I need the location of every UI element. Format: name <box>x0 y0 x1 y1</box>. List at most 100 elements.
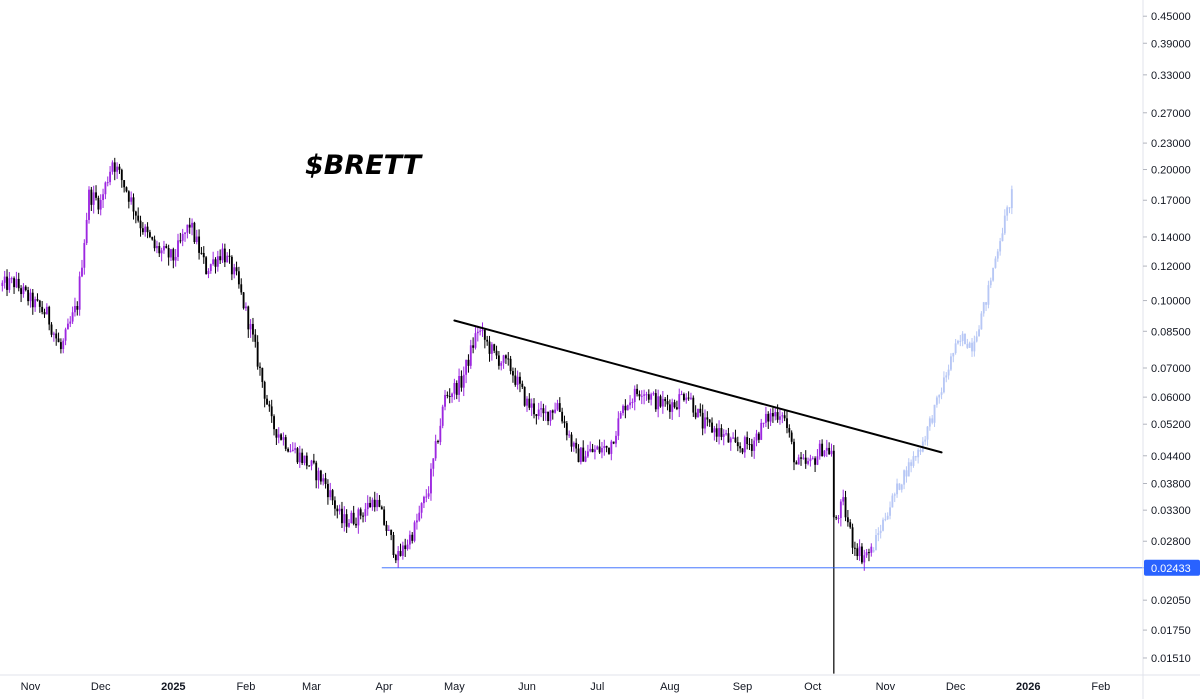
candle-body <box>13 278 15 288</box>
candle <box>317 467 320 489</box>
candle <box>155 240 158 254</box>
candle-body <box>188 224 191 228</box>
projection-candle-body <box>907 462 910 477</box>
candle-body <box>483 329 486 340</box>
projection-candle-body <box>987 285 990 305</box>
candle-body <box>465 359 468 375</box>
candle <box>85 212 88 246</box>
projection-candle <box>1001 227 1004 242</box>
candle <box>664 397 667 407</box>
candle-body <box>141 228 144 233</box>
candle <box>146 222 149 239</box>
projection-candle-body <box>994 258 997 268</box>
candle-body <box>446 394 449 397</box>
candle <box>415 513 418 530</box>
candle <box>718 420 720 445</box>
candle <box>502 354 505 369</box>
candle-body <box>612 441 615 444</box>
candle <box>638 390 641 401</box>
candle-body <box>764 413 767 423</box>
candle-body <box>493 344 496 351</box>
projection-candle <box>945 372 948 383</box>
candle <box>83 239 86 275</box>
projection-candle <box>931 415 934 425</box>
candle-body <box>540 408 542 410</box>
candle-body <box>20 288 23 295</box>
candle <box>333 496 336 516</box>
candle-body <box>81 267 83 277</box>
candle-body <box>357 509 360 526</box>
projection-candle <box>900 483 903 493</box>
candle-body <box>184 232 186 234</box>
candle-body <box>781 415 784 417</box>
candle-body <box>835 517 838 519</box>
candle-body <box>610 441 613 454</box>
candle-body <box>605 445 608 448</box>
projection-candle-body <box>900 484 903 490</box>
candle <box>727 427 730 443</box>
candle <box>601 441 603 459</box>
trendline[interactable] <box>453 319 943 454</box>
candle-body <box>167 248 170 258</box>
candle-body <box>99 199 102 210</box>
candle-body <box>783 415 786 419</box>
candle-body <box>287 448 290 452</box>
candle <box>92 185 95 214</box>
candle <box>455 380 458 400</box>
candle <box>481 322 484 337</box>
projection-candle <box>910 459 913 473</box>
candle-body <box>383 509 386 525</box>
candle <box>64 327 67 346</box>
candle-body <box>544 411 547 414</box>
candle <box>303 455 306 466</box>
candle <box>830 443 833 457</box>
candle <box>844 490 847 522</box>
candle <box>458 368 461 402</box>
candle-body <box>378 499 381 507</box>
candle <box>418 505 421 522</box>
candle-body <box>355 523 357 526</box>
candle-body <box>692 397 695 413</box>
x-tick-label: Dec <box>946 681 966 693</box>
candle <box>226 252 229 263</box>
projection-candle-body <box>903 470 906 485</box>
candle-body <box>170 249 172 258</box>
projection-candle <box>978 325 980 337</box>
candle-body <box>533 403 535 415</box>
candle-body <box>807 461 810 464</box>
candle <box>711 417 713 434</box>
candle <box>668 399 671 419</box>
candle <box>191 218 193 236</box>
candle <box>139 215 142 237</box>
projection-candle-body <box>914 456 917 458</box>
candle <box>380 505 383 510</box>
projection-candle <box>907 458 910 477</box>
projection-candle-body <box>882 519 884 531</box>
candle <box>357 507 360 534</box>
candle-body <box>62 340 65 350</box>
candle <box>654 389 657 412</box>
candle <box>633 385 636 411</box>
candle <box>629 395 631 410</box>
candle <box>425 489 428 503</box>
candle-body <box>418 512 421 521</box>
candle <box>116 162 119 179</box>
candle <box>809 454 812 467</box>
x-tick-label: Apr <box>376 681 393 693</box>
projection-candle <box>882 517 884 532</box>
candle-body <box>701 412 704 429</box>
projection-candle <box>964 333 966 345</box>
candle <box>76 301 79 316</box>
candle <box>137 207 140 223</box>
candle-body <box>647 394 650 400</box>
candle <box>797 454 800 465</box>
candle-body <box>739 446 742 449</box>
candle-body <box>38 300 41 307</box>
candle-body <box>488 341 491 354</box>
candle-body <box>123 180 126 188</box>
candle <box>448 388 451 404</box>
projection-candle <box>889 501 891 520</box>
candle <box>720 424 723 441</box>
candle-body <box>345 514 348 527</box>
candle <box>675 400 678 411</box>
